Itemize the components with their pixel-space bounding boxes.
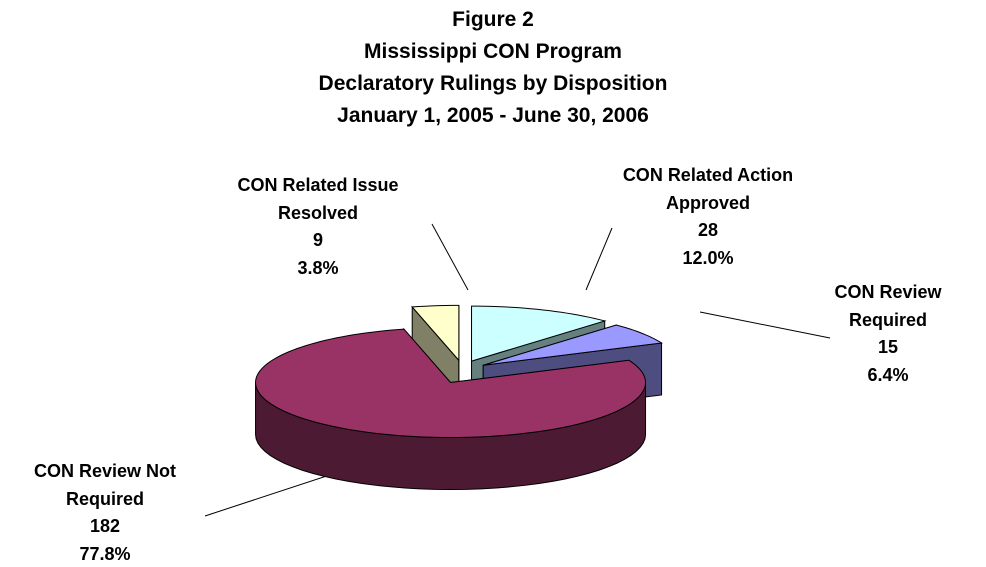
title-line: January 1, 2005 - June 30, 2006 xyxy=(337,104,649,127)
slice-label: CON Related Action Approved 28 12.0% xyxy=(618,162,798,272)
slice-label: CON Review Not Required 182 77.8% xyxy=(10,458,200,567)
category-label: CON Review Not Required xyxy=(33,461,177,509)
percent-label: 12.0% xyxy=(682,247,734,268)
category-label: CON Review Required xyxy=(834,282,942,330)
leader-line xyxy=(585,227,613,291)
leader-line xyxy=(431,223,469,291)
value-label: 15 xyxy=(877,337,899,357)
slice-top xyxy=(483,324,664,366)
value-label: 9 xyxy=(312,230,323,250)
slice-top xyxy=(471,305,607,362)
leader-lines xyxy=(204,223,831,517)
title-line: Declaratory Rulings by Disposition xyxy=(318,72,668,95)
percent-label: 6.4% xyxy=(867,364,909,385)
category-label: CON Related Issue Resolved xyxy=(237,175,399,223)
category-label: CON Related Action Approved xyxy=(622,165,794,213)
percent-label: 77.8% xyxy=(79,543,131,564)
slice-top xyxy=(255,328,647,439)
leader-line xyxy=(699,311,831,339)
slice-top xyxy=(411,304,460,362)
slice-label: CON Related Issue Resolved 9 3.8% xyxy=(196,172,440,282)
chart-title: Figure 2 Mississippi CON Program Declara… xyxy=(0,4,986,132)
slice-label: CON Review Required 15 6.4% xyxy=(828,279,948,389)
title-line: Mississippi CON Program xyxy=(364,40,622,63)
percent-label: 3.8% xyxy=(297,257,339,278)
value-label: 28 xyxy=(697,220,719,240)
value-label: 182 xyxy=(89,516,121,536)
title-line: Figure 2 xyxy=(452,8,534,31)
slice xyxy=(255,327,647,491)
